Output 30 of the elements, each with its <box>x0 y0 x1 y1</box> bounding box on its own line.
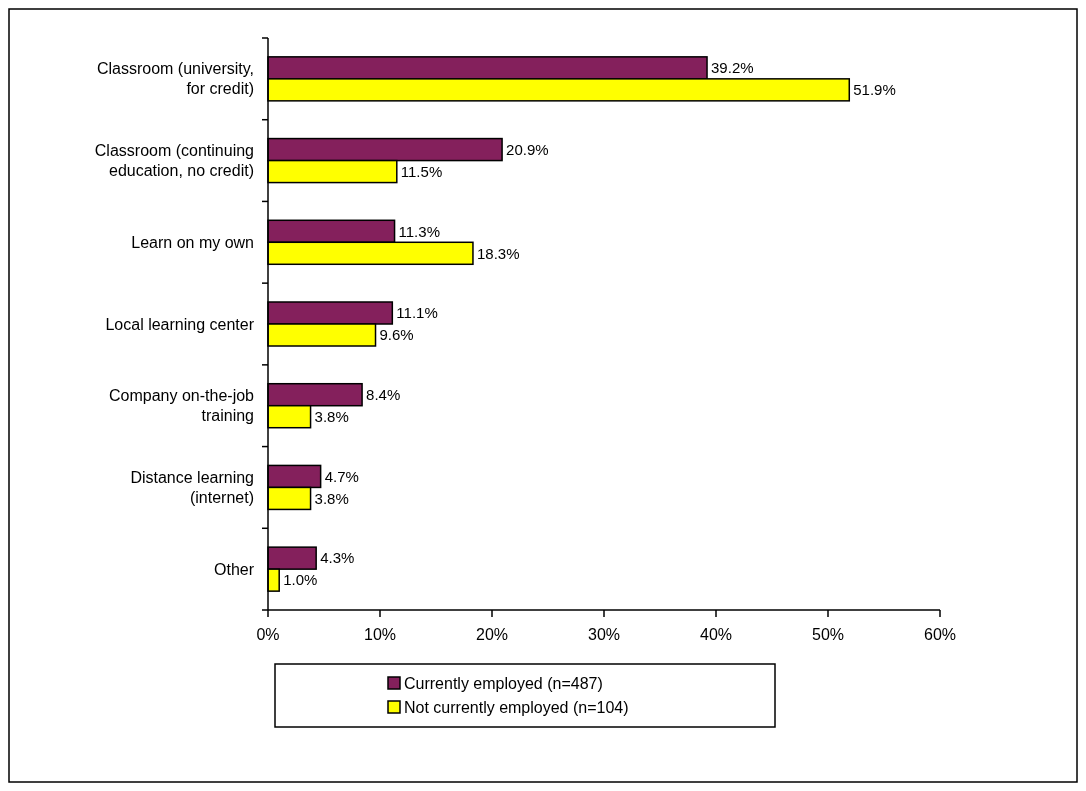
x-tick-label: 20% <box>475 626 509 643</box>
data-label: 11.5% <box>400 162 443 180</box>
data-label: 9.6% <box>379 326 414 344</box>
data-label: 3.8% <box>314 489 349 507</box>
y-tick-label: Distance learning (internet) <box>130 469 254 507</box>
data-label: 18.3% <box>476 244 520 262</box>
data-label: 3.8% <box>314 407 349 425</box>
data-label: 4.3% <box>320 549 355 567</box>
x-tick-label: 60% <box>923 626 957 643</box>
data-label: 8.4% <box>366 385 401 403</box>
x-tick-label: 30% <box>587 626 621 643</box>
y-tick-label: Classroom (university, for credit) <box>96 60 254 98</box>
y-tick-label: Learn on my own <box>131 233 254 251</box>
data-label: 39.2% <box>711 59 754 77</box>
data-label: 20.9% <box>506 140 549 158</box>
data-label: 11.3% <box>398 222 440 240</box>
y-tick-label: Local learning center <box>105 315 255 333</box>
data-label: 4.7% <box>324 467 359 485</box>
x-tick-label: 10% <box>363 626 397 643</box>
y-tick-label: Company on-the-job training <box>109 387 255 425</box>
x-tick-label: 50% <box>811 626 845 643</box>
y-tick-label: Other <box>213 560 255 578</box>
data-label: 11.1% <box>396 304 438 322</box>
y-tick-label: Classroom (continuing education, no credit) <box>94 142 254 180</box>
x-tick-label: 0% <box>256 626 280 643</box>
data-label: 51.9% <box>853 81 896 99</box>
data-label: 1.0% <box>283 571 318 589</box>
x-tick-label: 40% <box>699 626 733 643</box>
legend-label: Not currently employed (n=104) <box>404 698 629 716</box>
legend-label: Currently employed (n=487) <box>404 674 603 692</box>
